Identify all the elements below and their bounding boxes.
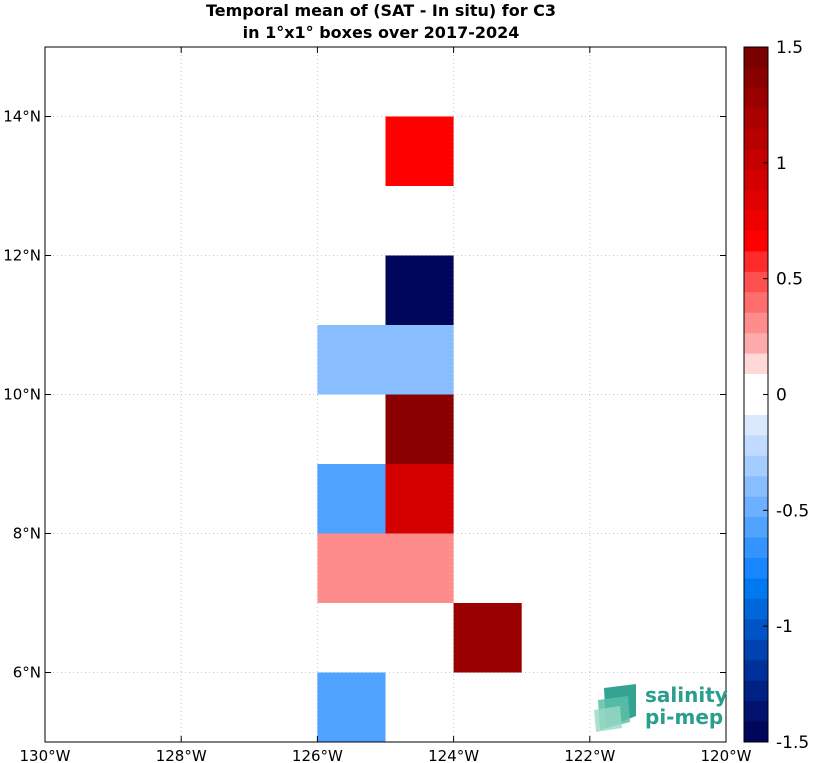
- logo-line-2: pi-mep: [645, 705, 723, 729]
- heatmap-cell-3: [386, 325, 454, 395]
- heatmap-cell-7: [317, 534, 385, 604]
- colorbar-segment-31: [744, 681, 768, 702]
- colorbar-segment-12: [744, 292, 768, 313]
- colorbar-segment-14: [744, 333, 768, 354]
- salinity-pi-mep-logo: salinity pi-mep: [594, 683, 728, 732]
- colorbar-segment-23: [744, 517, 768, 538]
- colorbar-segment-28: [744, 619, 768, 640]
- heatmap-cell-8: [386, 534, 454, 604]
- colorbar-segment-5: [744, 149, 768, 170]
- heatmap-cell-2: [317, 325, 385, 395]
- colorbar-segment-7: [744, 190, 768, 211]
- colorbar-segment-10: [744, 251, 768, 272]
- heatmap-cell-5: [317, 464, 385, 534]
- colorbar-segment-0: [744, 47, 768, 68]
- x-tick-label-4: 122°W: [564, 747, 615, 763]
- colorbar-segment-25: [744, 558, 768, 579]
- colorbar-tick-label-1: 1: [776, 154, 787, 174]
- colorbar-segment-32: [744, 701, 768, 722]
- y-tick-label-1: 8°N: [13, 525, 41, 543]
- colorbar-tick-label-2: 0.5: [776, 270, 803, 290]
- x-tick-label-5: 120°W: [701, 747, 752, 763]
- colorbar-segment-21: [744, 476, 768, 497]
- colorbar-tick-label-3: 0: [776, 386, 787, 406]
- logo-line-1: salinity: [645, 683, 728, 707]
- chart-title-line-1: Temporal mean of (SAT - In situ) for C3: [206, 1, 556, 20]
- colorbar-segment-18: [744, 415, 768, 436]
- colorbar-segment-20: [744, 456, 768, 477]
- colorbar-segment-9: [744, 231, 768, 252]
- colorbar-segment-15: [744, 354, 768, 375]
- colorbar-tick-label-4: -0.5: [776, 501, 809, 521]
- colorbar-segment-22: [744, 497, 768, 518]
- x-tick-label-0: 130°W: [20, 747, 71, 763]
- x-tick-label-2: 126°W: [292, 747, 343, 763]
- colorbar-tick-label-6: -1.5: [776, 733, 809, 753]
- y-tick-label-4: 14°N: [3, 108, 41, 126]
- colorbar-segment-13: [744, 313, 768, 334]
- heatmap-cell-9: [454, 603, 522, 673]
- y-tick-label-0: 6°N: [13, 664, 41, 682]
- colorbar-segment-19: [744, 435, 768, 456]
- colorbar-segment-26: [744, 578, 768, 599]
- chart-title-line-2: in 1°x1° boxes over 2017-2024: [243, 23, 520, 42]
- colorbar-segment-11: [744, 272, 768, 293]
- colorbar-segment-27: [744, 599, 768, 620]
- colorbar-segment-33: [744, 722, 768, 743]
- colorbar-segment-16: [744, 374, 768, 395]
- y-tick-label-2: 10°N: [3, 386, 41, 404]
- heatmap-cell-10: [317, 673, 385, 743]
- heatmap-cell-6: [386, 464, 454, 534]
- x-tick-label-1: 128°W: [156, 747, 207, 763]
- colorbar-segment-4: [744, 129, 768, 150]
- colorbar-tick-label-5: -1: [776, 617, 793, 637]
- colorbar-segment-30: [744, 660, 768, 681]
- colorbar-segment-29: [744, 640, 768, 661]
- heatmap-cell-4: [386, 395, 454, 465]
- colorbar-segment-2: [744, 88, 768, 109]
- colorbar-segment-6: [744, 170, 768, 191]
- colorbar-segment-8: [744, 211, 768, 232]
- chart: Temporal mean of (SAT - In situ) for C3 …: [0, 0, 813, 763]
- colorbar-segment-24: [744, 538, 768, 559]
- heatmap-cell-1: [386, 256, 454, 326]
- colorbar-segment-17: [744, 395, 768, 416]
- heatmap-cell-0: [386, 117, 454, 187]
- colorbar-segment-1: [744, 67, 768, 88]
- y-tick-label-3: 12°N: [3, 247, 41, 265]
- colorbar: 1.5 1 0.5 0 -0.5 -1 -1.5: [744, 38, 809, 753]
- x-tick-label-3: 124°W: [428, 747, 479, 763]
- colorbar-tick-label-0: 1.5: [776, 38, 803, 58]
- colorbar-segment-3: [744, 108, 768, 129]
